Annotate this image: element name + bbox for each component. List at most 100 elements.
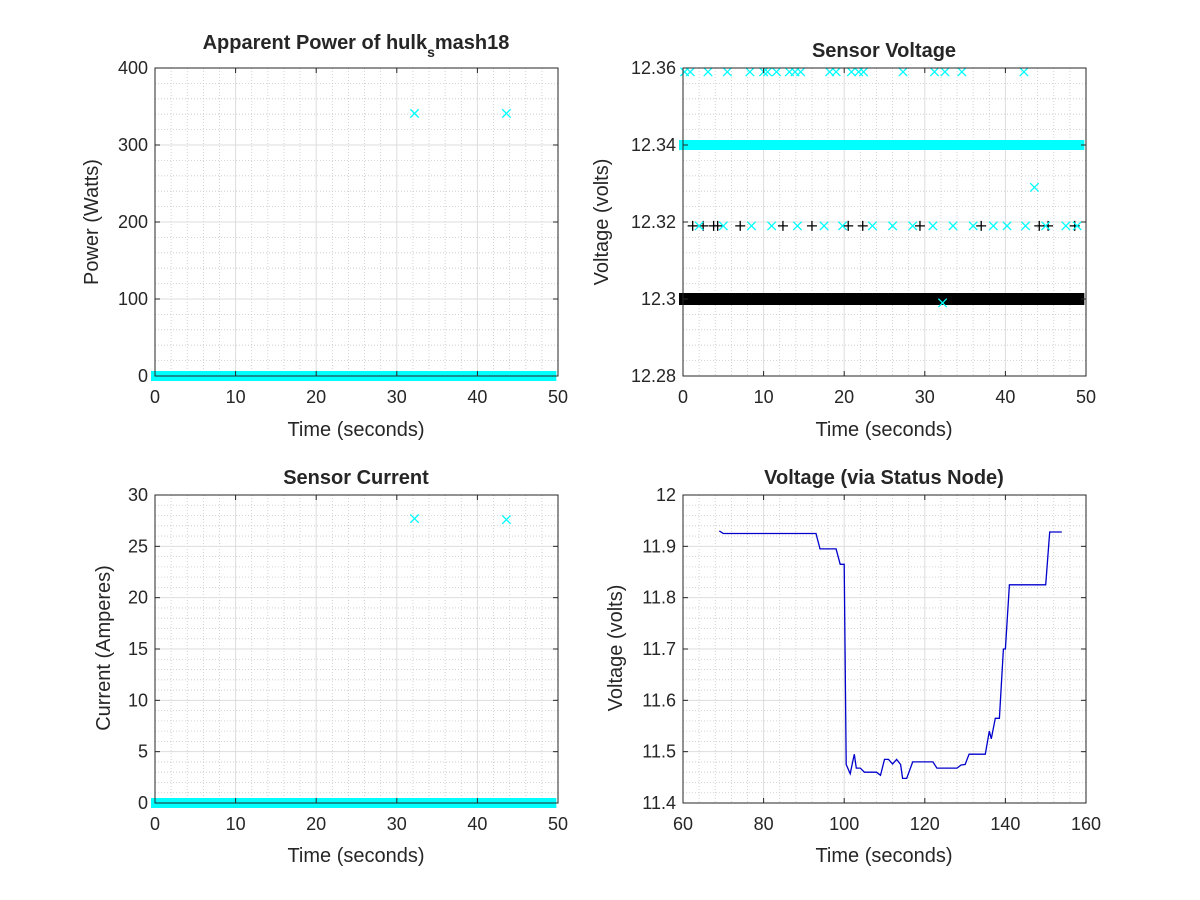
x-tick-label: 30 [387,387,407,407]
data-point-x-marker [858,67,869,77]
data-point-x-marker [1019,67,1029,77]
x-tick-label: 10 [226,814,246,834]
data-point-plus-marker [806,220,817,231]
data-point-x-marker [1029,182,1040,193]
data-point-x-marker [819,221,829,231]
data-point-plus-marker [735,220,746,231]
x-tick-label: 10 [226,387,246,407]
y-tick-label: 400 [118,58,148,78]
plot-area-sensor-current: 0 10 20 30 40 50 0 5 10 15 20 25 30 [128,485,568,834]
x-tick-label: 40 [467,387,487,407]
y-tick-label: 30 [128,485,148,505]
data-point-plus-marker [976,220,987,231]
x-axis-label-status-node-voltage: Time (seconds) [815,845,952,867]
data-point-x-marker [831,67,841,77]
data-point-x-marker [1002,221,1012,231]
y-tick-label: 25 [128,536,148,556]
y-tick-label: 12.36 [631,58,676,78]
x-tick-label: 50 [548,387,568,407]
x-axis-label-sensor-voltage: Time (seconds) [815,419,952,441]
y-tick-label: 11.7 [642,639,676,659]
series-line [718,530,1062,780]
data-point-x-marker [694,221,704,231]
x-tick-label: 50 [1076,387,1096,407]
dense-marker-band [679,140,1085,150]
data-point-x-marker [948,221,958,231]
data-point-x-marker [767,221,777,231]
data-point-plus-marker [1034,220,1045,231]
y-tick-label: 5 [138,742,148,762]
data-point-x-marker [1061,221,1071,231]
y-tick-label: 10 [128,690,148,710]
y-tick-label: 12 [656,485,676,505]
data-point-x-marker [1020,221,1031,231]
data-point-x-marker [409,108,420,119]
data-point-plus-marker [843,220,854,231]
x-tick-label: 0 [150,814,160,834]
data-point-x-marker [940,67,950,77]
data-point-plus-marker [712,220,723,231]
y-tick-label: 300 [118,135,148,155]
data-point-x-marker [846,67,857,77]
y-tick-label: 11.5 [642,742,676,762]
y-tick-label: 200 [118,212,148,232]
data-point-plus-marker [777,220,788,231]
data-point-plus-marker [687,220,698,231]
x-tick-label: 160 [1071,814,1101,834]
panel-apparent-power: 0 10 20 30 40 50 0 100 200 300 400 Apparent Power … [81,32,568,441]
data-point-x-marker [837,221,848,231]
y-tick-label: 20 [128,588,148,608]
data-point-x-marker [898,67,908,77]
x-tick-label: 30 [387,814,407,834]
chart-title-apparent-power: Apparent Power of hulksmash18 [203,32,510,60]
y-tick-label: 11.8 [642,588,676,608]
data-point-x-marker [722,67,732,77]
x-tick-label: 0 [678,387,688,407]
data-point-x-marker [718,221,728,231]
y-axis-label-sensor-current: Current (Amperes) [93,565,115,731]
data-point-x-marker [937,298,948,308]
data-point-x-marker [501,514,512,525]
y-tick-label: 100 [118,289,148,309]
dense-marker-band [679,293,1085,305]
y-tick-label: 12.28 [631,366,676,386]
data-point-x-marker [929,67,940,77]
data-point-plus-marker [857,220,868,231]
y-tick-label: 12.3 [641,289,676,309]
x-tick-label: 0 [150,387,160,407]
x-tick-label: 10 [754,387,774,407]
x-tick-label: 80 [754,814,774,834]
plot-area-apparent-power: 0 10 20 30 40 50 0 100 200 300 400 [118,58,568,407]
data-point-plus-marker [914,220,925,231]
data-point-plus-marker [1069,220,1080,231]
x-axis-label-apparent-power: Time (seconds) [287,419,424,441]
panel-status-node-voltage: 60 80 100 120 140 160 11.4 11.5 11.6 11.7 11.8 11.9… [605,467,1101,867]
data-point-x-marker [703,67,713,77]
y-tick-label: 11.6 [642,690,676,710]
chart-title-sensor-voltage: Sensor Voltage [812,40,956,62]
data-point-x-marker [796,67,806,77]
data-point-x-marker [746,221,757,231]
x-tick-label: 100 [829,814,859,834]
x-tick-label: 140 [990,814,1020,834]
y-tick-label: 0 [138,366,148,386]
panel-sensor-current: 0 10 20 30 40 50 0 5 10 15 20 25 30 Sensor Current T… [93,467,568,867]
plot-area-status-node-voltage: 60 80 100 120 140 160 11.4 11.5 11.6 11.7 11.8 11.9… [642,485,1101,834]
x-tick-label: 20 [306,387,326,407]
y-axis-label-sensor-voltage: Voltage (volts) [591,159,613,286]
data-point-x-marker [409,513,420,524]
data-point-x-marker [968,221,978,231]
chart-title-status-node-voltage: Voltage (via Status Node) [764,467,1004,489]
y-axis-label-status-node-voltage: Voltage (volts) [605,585,627,712]
data-point-x-marker [1072,221,1082,231]
x-tick-label: 40 [995,387,1015,407]
y-axis-label-apparent-power: Power (Watts) [81,159,103,285]
y-tick-label: 11.4 [642,793,676,813]
data-point-x-marker [685,67,695,77]
data-point-x-marker [867,221,878,231]
data-point-x-marker [792,221,803,231]
data-point-x-marker [501,108,512,119]
x-tick-label: 50 [548,814,568,834]
data-point-x-marker [745,67,755,77]
